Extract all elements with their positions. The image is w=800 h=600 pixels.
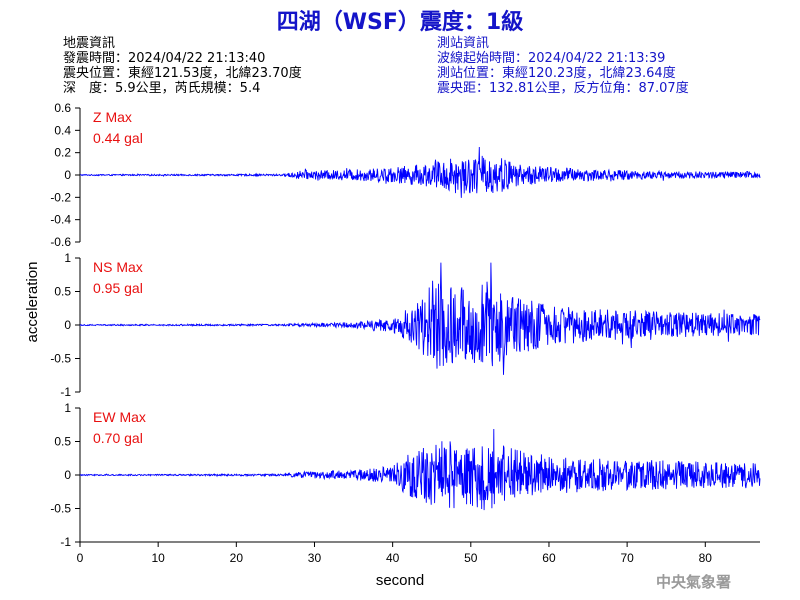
y-tick-label-z: 0 (64, 168, 71, 182)
max-value-ns: 0.95 gal (93, 280, 143, 296)
x-axis-label: second (376, 572, 424, 589)
max-label-ew: EW Max (93, 409, 146, 425)
y-tick-label-z: -0.2 (50, 190, 71, 204)
trace-ew (79, 428, 761, 511)
station-location: 測站位置：東經120.23度，北緯23.64度 (437, 66, 676, 81)
x-tick-label: 0 (77, 551, 84, 565)
y-tick-label-ew: 0.5 (54, 435, 71, 449)
x-tick-label: 20 (230, 551, 244, 565)
y-tick-label-ns: -1 (60, 385, 71, 399)
max-label-z: Z Max (93, 109, 132, 125)
x-tick-label: 50 (464, 551, 478, 565)
distance-azimuth: 震央距：132.81公里，反方位角：87.07度 (437, 81, 689, 96)
y-tick-label-z: -0.6 (50, 235, 71, 249)
y-tick-label-ew: -1 (60, 535, 71, 549)
y-tick-label-ew: 1 (64, 401, 71, 415)
depth-magnitude: 深 度：5.9公里，芮氏規模：5.4 (63, 81, 261, 96)
max-value-z: 0.44 gal (93, 130, 143, 146)
y-tick-label-ns: 0 (64, 318, 71, 332)
y-tick-label-ew: 0 (64, 468, 71, 482)
agency-footer: 中央氣象署 (656, 573, 732, 591)
y-tick-label-z: 0.2 (54, 146, 71, 160)
y-tick-label-z: -0.4 (50, 213, 71, 227)
y-tick-label-z: 0.6 (54, 101, 71, 115)
station-info: 測站資訊 波線起始時間：2024/04/22 21:13:39 測站位置：東經1… (437, 36, 689, 96)
trace-ns (79, 262, 761, 375)
origin-time: 發震時間：2024/04/22 21:13:40 (63, 51, 266, 66)
station-info-heading: 測站資訊 (437, 36, 490, 51)
epicenter-location: 震央位置：東經121.53度，北緯23.70度 (63, 66, 302, 81)
max-value-ew: 0.70 gal (93, 430, 143, 446)
y-tick-label-ns: -0.5 (50, 352, 71, 366)
y-tick-label-ns: 0.5 (54, 285, 71, 299)
x-tick-label: 30 (308, 551, 322, 565)
x-tick-label: 70 (620, 551, 634, 565)
y-axis-label: acceleration (24, 262, 41, 343)
x-tick-label: 80 (699, 551, 713, 565)
max-label-ns: NS Max (93, 259, 143, 275)
y-tick-label-ns: 1 (64, 251, 71, 265)
x-tick-label: 40 (386, 551, 400, 565)
trace-z (80, 146, 761, 198)
wave-start-time: 波線起始時間：2024/04/22 21:13:39 (437, 51, 666, 66)
x-tick-label: 10 (151, 551, 165, 565)
y-tick-label-z: 0.4 (54, 123, 71, 137)
earthquake-info-heading: 地震資訊 (63, 36, 116, 51)
chart-title: 四湖（WSF）震度：1級 (276, 10, 524, 35)
x-tick-label: 60 (542, 551, 556, 565)
earthquake-info: 地震資訊 發震時間：2024/04/22 21:13:40 震央位置：東經121… (63, 36, 302, 96)
y-tick-label-ew: -0.5 (50, 502, 71, 516)
